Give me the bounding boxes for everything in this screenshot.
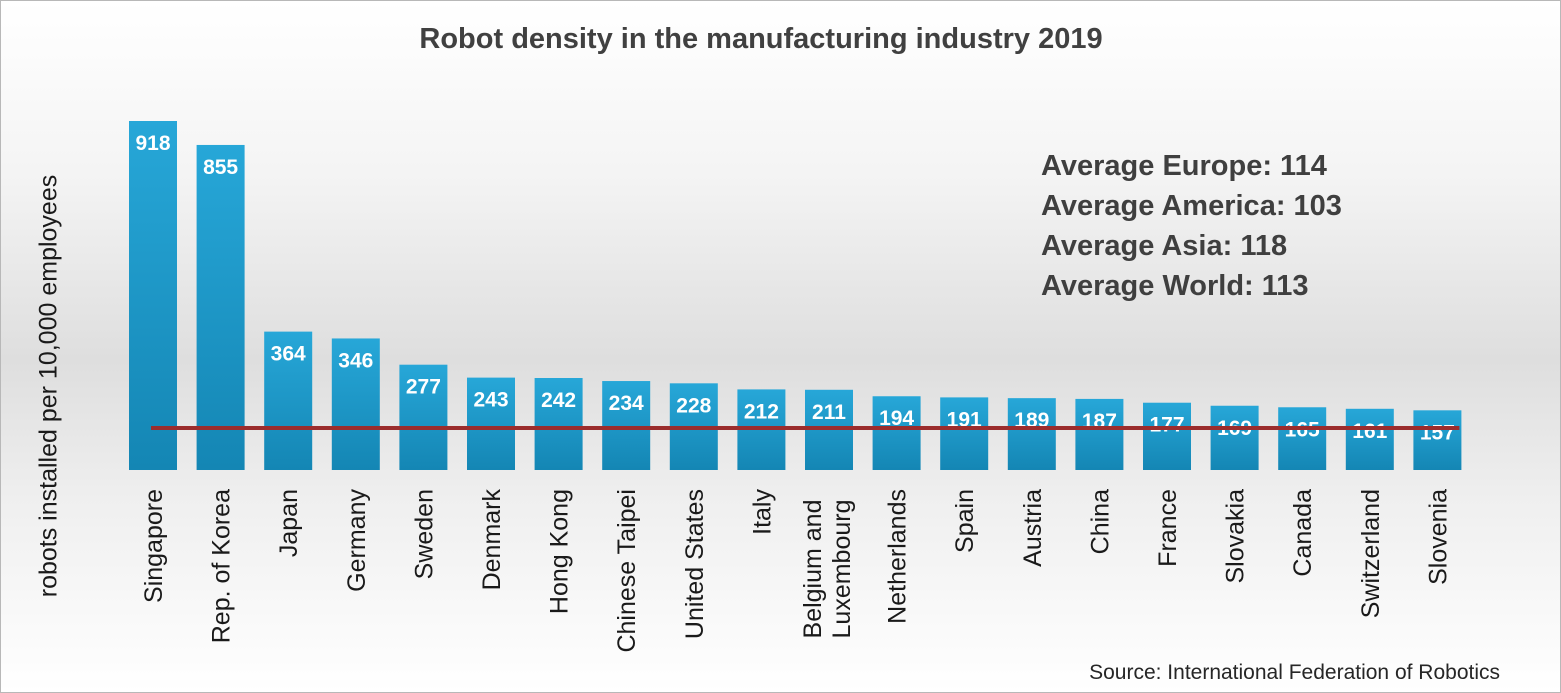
- bar-singapore: [129, 121, 177, 470]
- data-label: 234: [609, 392, 644, 415]
- x-tick-label: Rep. of Korea: [208, 489, 236, 643]
- data-label: 228: [676, 394, 711, 417]
- data-label: 161: [1352, 420, 1387, 443]
- chart-title: Robot density in the manufacturing indus…: [419, 23, 1103, 55]
- bar-japan: [264, 331, 313, 470]
- bar-netherlands: [872, 396, 921, 470]
- x-tick-label: Switzerland: [1357, 489, 1385, 618]
- x-tick-label: Netherlands: [884, 489, 912, 624]
- bar-sweden: [399, 364, 448, 470]
- average-europe: Average Europe: 114: [1041, 150, 1327, 182]
- x-tick-label: Japan: [275, 489, 303, 557]
- data-label: 177: [1149, 414, 1184, 437]
- bar-france: [1143, 402, 1191, 470]
- bar-spain: [940, 397, 989, 470]
- data-label: 918: [135, 132, 170, 155]
- data-label: 855: [203, 156, 238, 179]
- data-label: 346: [338, 349, 373, 372]
- bar-austria: [1007, 398, 1056, 470]
- bar-switzerland: [1345, 408, 1394, 470]
- bar-germany: [331, 338, 380, 470]
- x-tick-label: Italy: [748, 489, 776, 535]
- x-tick-label: Slovenia: [1424, 489, 1452, 585]
- average-america: Average America: 103: [1041, 190, 1342, 222]
- x-tick-label: Chinese Taipei: [613, 489, 641, 653]
- x-tick-label: Belgium andLuxembourg: [799, 500, 856, 639]
- bar-slovenia: [1413, 410, 1462, 470]
- bar-chinese-taipei: [602, 381, 651, 470]
- data-label: 364: [271, 343, 306, 366]
- x-tick-label: France: [1154, 489, 1182, 567]
- data-label: 212: [744, 400, 779, 423]
- average-asia: Average Asia: 118: [1041, 230, 1288, 262]
- bar-canada: [1278, 407, 1327, 470]
- x-tick-label: Hong Kong: [546, 489, 574, 614]
- x-tick-label: Singapore: [140, 489, 168, 603]
- x-tick-label: Denmark: [478, 489, 506, 591]
- x-tick-label: Austria: [1019, 489, 1047, 567]
- x-tick-label: Slovakia: [1222, 489, 1250, 584]
- data-label: 211: [812, 401, 846, 424]
- data-label: 242: [541, 389, 576, 412]
- bar-denmark: [467, 377, 515, 470]
- x-tick-label: United States: [681, 489, 709, 639]
- bar-hong-kong: [534, 377, 583, 470]
- average-world: Average World: 113: [1041, 270, 1309, 302]
- x-tick-label: Sweden: [410, 489, 438, 579]
- data-label: 191: [947, 408, 982, 431]
- bar-slovakia: [1210, 405, 1259, 470]
- data-label: 157: [1420, 421, 1455, 444]
- bar-china: [1075, 398, 1124, 470]
- x-tick-label: Canada: [1289, 489, 1317, 577]
- data-label: 194: [879, 407, 914, 430]
- data-label: 243: [473, 389, 508, 412]
- x-tick-label: Spain: [951, 489, 979, 553]
- x-tick-label: China: [1086, 489, 1114, 554]
- data-label: 277: [406, 376, 441, 399]
- x-tick-label: Germany: [343, 489, 371, 592]
- bar-rep-of-korea: [196, 144, 245, 470]
- source-note: Source: International Federation of Robo…: [1089, 661, 1500, 684]
- averages-annotation: Average Europe: 114 Average America: 103…: [1041, 146, 1342, 306]
